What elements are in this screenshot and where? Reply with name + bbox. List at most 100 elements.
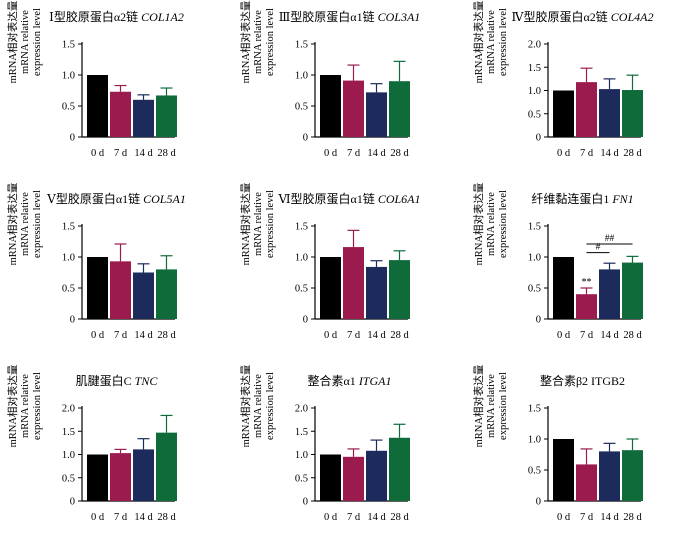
y-tick-label: 1.0 xyxy=(295,253,308,264)
significance-label: ## xyxy=(605,234,615,244)
y-tick-label: 2.0 xyxy=(295,404,308,415)
chart-title: 肌腱蛋白C TNC xyxy=(0,372,233,389)
chart-svg: 0 0.5 1.0 1.5 2.0 0 d 7 d 14 d 28 d xyxy=(295,404,410,523)
bar xyxy=(156,95,177,137)
chart-panel: 纤维黏连蛋白1 FN1 mRNA相对表达量 mRNA relative express… xyxy=(466,182,699,364)
chart-svg: 0 0.5 1.0 1.5 0 d 7 d 14 d 28 d xyxy=(62,222,177,341)
chart-panel: 肌腱蛋白C TNC mRNA相对表达量 mRNA relative expressio… xyxy=(0,364,233,546)
y-tick-label: 1.5 xyxy=(62,222,75,233)
bar xyxy=(576,464,597,501)
x-tick-label: 7 d xyxy=(580,330,594,341)
y-tick-label: 1.0 xyxy=(528,253,541,264)
y-tick-label: 1.0 xyxy=(62,71,75,82)
x-tick-label: 0 d xyxy=(557,148,571,159)
x-tick-label: 0 d xyxy=(91,512,105,523)
y-tick-label: 1.5 xyxy=(62,40,75,51)
chart-title-cn: 整合素β2 xyxy=(539,374,589,388)
y-tick-label: 0.5 xyxy=(528,466,541,477)
y-tick-label: 0.5 xyxy=(295,102,308,113)
y-tick-label: 0.5 xyxy=(62,284,75,295)
chart-svg: 0 0.5 1.0 1.5 0 d 7 d 14 d 28 d xyxy=(295,222,410,341)
x-tick-label: 28 d xyxy=(157,512,176,523)
bar xyxy=(576,82,597,137)
chart-panel: 整合素α1 ITGA1 mRNA相对表达量 mRNA relative express… xyxy=(233,364,466,546)
chart-svg: 0 0.5 1.0 1.5 2.0 0 d 7 d 14 d 28 d xyxy=(62,404,177,523)
y-tick-label: 0.5 xyxy=(62,473,75,484)
bar xyxy=(599,89,620,137)
bar xyxy=(622,90,643,137)
chart-svg: 0 0.5 1.0 1.5 0 d 7 d 14 d 28 d xyxy=(62,40,177,159)
x-tick-label: 0 d xyxy=(324,330,338,341)
x-tick-label: 0 d xyxy=(91,330,105,341)
x-tick-label: 7 d xyxy=(347,512,361,523)
y-tick-label: 1.0 xyxy=(62,450,75,461)
x-tick-label: 7 d xyxy=(114,148,128,159)
y-tick-label: 1.0 xyxy=(528,435,541,446)
bar xyxy=(320,75,341,137)
y-tick-label: 1.0 xyxy=(62,253,75,264)
x-tick-label: 28 d xyxy=(157,148,176,159)
chart-title: Ⅲ型胶原蛋白α1链 COL3A1 xyxy=(233,8,466,25)
chart-title-gene: COL1A2 xyxy=(141,10,184,24)
x-tick-label: 28 d xyxy=(623,330,642,341)
bar xyxy=(389,260,410,319)
x-tick-label: 14 d xyxy=(367,148,386,159)
bar xyxy=(87,454,108,501)
bar xyxy=(389,437,410,501)
bar xyxy=(389,81,410,137)
chart-title: Ⅰ型胶原蛋白α2链 COL1A2 xyxy=(0,8,233,25)
x-tick-label: 7 d xyxy=(347,148,361,159)
bar xyxy=(622,262,643,319)
bar xyxy=(599,269,620,319)
bar xyxy=(553,90,574,137)
x-tick-label: 28 d xyxy=(623,512,642,523)
chart-title-gene: COL4A2 xyxy=(610,10,654,24)
chart-title-cn: 整合素α1 xyxy=(307,374,356,388)
chart-title-cn: Ⅵ型胶原蛋白α1链 xyxy=(278,192,375,206)
bar xyxy=(599,451,620,501)
chart-panel: Ⅳ型胶原蛋白α2链 COL4A2 mRNA相对表达量 mRNA relative ex… xyxy=(466,0,699,182)
bar xyxy=(320,454,341,501)
bar xyxy=(320,257,341,319)
y-tick-label: 0 xyxy=(303,315,308,326)
x-tick-label: 0 d xyxy=(557,512,571,523)
y-tick-label: 1.5 xyxy=(295,222,308,233)
y-tick-label: 2.0 xyxy=(528,40,541,51)
chart-title: 纤维黏连蛋白1 FN1 xyxy=(466,190,699,207)
bar xyxy=(133,99,154,137)
y-tick-label: 0 xyxy=(70,497,75,508)
significance-label: # xyxy=(596,243,601,253)
x-tick-label: 14 d xyxy=(367,512,386,523)
y-tick-label: 0 xyxy=(70,315,75,326)
chart-title-cn: 纤维黏连蛋白1 xyxy=(531,192,610,206)
x-tick-label: 14 d xyxy=(600,512,619,523)
y-tick-label: 1.0 xyxy=(528,86,541,97)
bar xyxy=(343,456,364,501)
y-tick-label: 2.0 xyxy=(62,404,75,415)
chart-title-cn: 肌腱蛋白C xyxy=(75,374,132,388)
chart-title-gene: COL5A1 xyxy=(143,192,186,206)
bar xyxy=(156,432,177,501)
x-tick-label: 14 d xyxy=(134,512,153,523)
x-tick-label: 0 d xyxy=(91,148,105,159)
x-tick-label: 28 d xyxy=(390,512,409,523)
bar xyxy=(343,80,364,137)
x-tick-label: 28 d xyxy=(390,148,409,159)
bar xyxy=(343,247,364,319)
bar xyxy=(366,266,387,319)
bar xyxy=(156,269,177,319)
y-tick-label: 0.5 xyxy=(295,473,308,484)
x-tick-label: 14 d xyxy=(134,148,153,159)
chart-title: Ⅴ型胶原蛋白α1链 COL5A1 xyxy=(0,190,233,207)
chart-title-gene: COL3A1 xyxy=(377,10,421,24)
chart-title: Ⅵ型胶原蛋白α1链 COL6A1 xyxy=(233,190,466,207)
bar xyxy=(133,449,154,501)
y-tick-label: 0.5 xyxy=(528,109,541,120)
chart-svg: 0 0.5 1.0 1.5 2.0 0 d 7 d 14 d 28 d xyxy=(528,40,643,159)
bar xyxy=(87,257,108,319)
chart-title-gene: ITGA1 xyxy=(358,374,392,388)
bar xyxy=(87,75,108,137)
y-tick-label: 1.5 xyxy=(62,427,75,438)
y-tick-label: 1.5 xyxy=(528,222,541,233)
